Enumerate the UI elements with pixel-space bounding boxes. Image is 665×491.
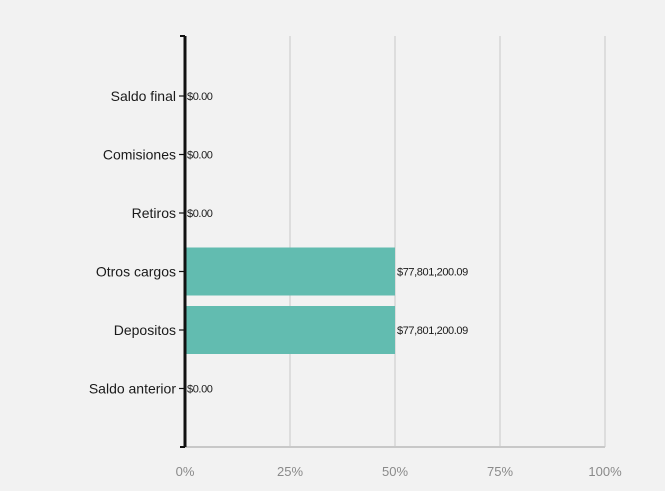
- data-label: $77,801,200.09: [397, 267, 468, 279]
- bar: [185, 247, 395, 296]
- category-label: Depositos: [114, 322, 176, 338]
- category-label: Otros cargos: [96, 264, 176, 280]
- data-label: $77,801,200.09: [397, 325, 468, 337]
- x-tick-label: 100%: [588, 464, 622, 479]
- x-tick-label: 50%: [382, 464, 408, 479]
- category-label: Saldo final: [111, 88, 176, 104]
- bars: [185, 247, 395, 354]
- bar: [185, 306, 395, 354]
- data-label: $0.00: [187, 91, 213, 103]
- data-label: $0.00: [187, 150, 213, 162]
- data-label: $0.00: [187, 384, 213, 396]
- category-label: Comisiones: [103, 147, 176, 163]
- x-tick-label: 25%: [277, 464, 303, 479]
- gridlines: [289, 36, 606, 447]
- category-label: Saldo anterior: [89, 381, 177, 397]
- x-tick-label: 75%: [487, 464, 513, 479]
- category-label: Retiros: [132, 205, 176, 221]
- axes: [179, 35, 605, 448]
- x-tick-label: 0%: [176, 464, 195, 479]
- data-label: $0.00: [187, 208, 213, 220]
- labels: 0% 25% 50% 75% 100% Saldo final $0.00 Comisione…: [89, 88, 622, 479]
